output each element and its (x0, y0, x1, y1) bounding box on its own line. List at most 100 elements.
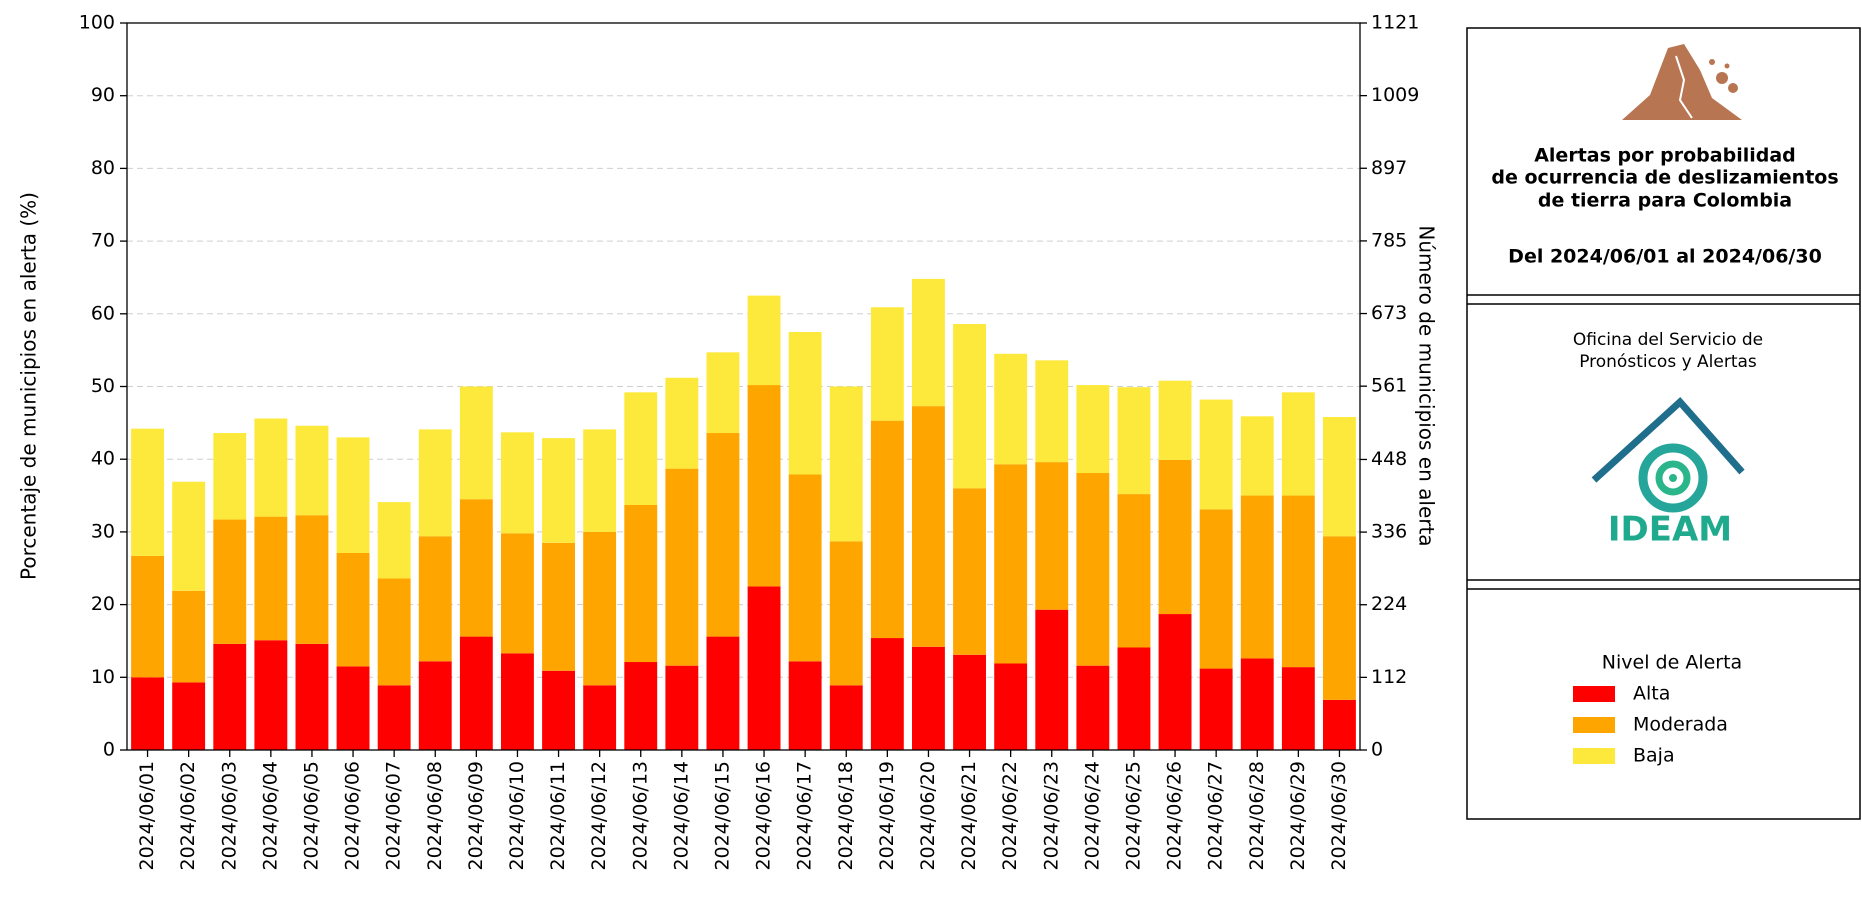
y2-tick-label: 336 (1371, 521, 1407, 543)
office-name: Pronósticos y Alertas (1579, 352, 1757, 372)
bar-segment (1240, 658, 1274, 750)
bar-segment (1035, 462, 1069, 610)
bar-segment (665, 665, 699, 750)
y2-tick-label: 673 (1371, 302, 1407, 324)
bar-segment (912, 646, 945, 750)
bar-segment (377, 502, 411, 579)
date-range: Del 2024/06/01 al 2024/06/30 (1508, 246, 1822, 268)
y-tick-label: 20 (91, 593, 115, 615)
bar-segment (870, 638, 904, 750)
panel-title: Alertas por probabilidad (1534, 145, 1796, 167)
x-tick-label: 2024/06/29 (1287, 761, 1309, 871)
bar-segment (1117, 494, 1151, 648)
bar-segment (829, 685, 863, 750)
bar-segment (1035, 360, 1069, 463)
bar-segment (1199, 509, 1233, 669)
panel-title: de ocurrencia de deslizamientos (1491, 167, 1838, 189)
y-tick-label: 70 (91, 230, 115, 252)
bar-segment (706, 433, 740, 637)
x-tick-label: 2024/06/11 (547, 761, 569, 871)
bar-segment (994, 464, 1028, 664)
panel-border (1466, 27, 1861, 820)
bar-segment (501, 432, 534, 534)
x-tick-label: 2024/06/13 (629, 761, 651, 871)
x-tick-label: 2024/06/16 (753, 761, 775, 871)
bar-segment (1281, 495, 1315, 668)
y2-axis-label: Número de municipios en alerta (1415, 225, 1439, 546)
y2-tick-label: 0 (1371, 739, 1383, 761)
bar-segment (912, 278, 945, 407)
bar-segment (870, 307, 904, 421)
y2-tick-label: 785 (1371, 229, 1407, 251)
bar-segment (336, 437, 370, 553)
y2-tick-label: 1121 (1371, 12, 1419, 34)
bar-segment (1323, 699, 1356, 750)
bar-segment (1076, 385, 1110, 474)
bar-segment (583, 429, 617, 532)
y-tick-label: 50 (91, 375, 115, 397)
x-tick-label: 2024/06/08 (424, 761, 446, 871)
y-tick-label: 30 (91, 520, 115, 542)
x-tick-label: 2024/06/12 (588, 761, 610, 871)
legend-swatch (1573, 748, 1615, 764)
plot-frame (126, 22, 1361, 751)
x-tick-label: 2024/06/27 (1205, 761, 1227, 871)
panel-title: de tierra para Colombia (1538, 190, 1792, 212)
bar-segment (624, 392, 658, 506)
x-tick-label: 2024/06/20 (917, 761, 939, 871)
bar-segment (254, 516, 288, 641)
bar-segment (788, 331, 822, 475)
bar-segment (747, 295, 781, 386)
bar-segment (1158, 380, 1192, 460)
bar-segment (131, 555, 164, 678)
x-tick-label: 2024/06/18 (835, 761, 857, 871)
x-tick-label: 2024/06/17 (794, 761, 816, 871)
bar-segment (1117, 387, 1151, 495)
bar-segment (994, 353, 1028, 465)
y2-tick-label: 1009 (1371, 84, 1419, 106)
y-tick-label: 100 (79, 12, 115, 34)
y2-tick-label: 448 (1371, 448, 1407, 470)
bar-segment (624, 505, 658, 663)
x-tick-label: 2024/06/14 (670, 761, 692, 871)
y-tick-label: 40 (91, 448, 115, 470)
bar-segment (213, 519, 247, 644)
bar-segment (542, 542, 575, 671)
bar-segment (706, 352, 740, 434)
bar-segment (953, 323, 986, 489)
bar-segment (1035, 609, 1069, 750)
y2-tick-label: 561 (1371, 375, 1407, 397)
bar-segment (213, 433, 247, 520)
y-tick-label: 10 (91, 666, 115, 688)
bar-segment (953, 488, 986, 655)
x-tick-label: 2024/06/26 (1164, 761, 1186, 871)
y-axis-label: Porcentaje de municipios en alerta (%) (17, 192, 41, 580)
bar-segment (377, 685, 411, 750)
info-panel: Alertas por probabilidad de ocurrencia d… (1466, 27, 1861, 820)
bar-segment (501, 653, 534, 750)
x-tick-label: 2024/06/15 (711, 761, 733, 871)
bar-segment (295, 643, 329, 750)
y-tick-label: 0 (103, 739, 115, 761)
bar-segment (377, 578, 411, 686)
bar-segment (1281, 667, 1315, 750)
bar-segment (295, 425, 329, 516)
bar-segment (1199, 668, 1233, 750)
bar-segment (1076, 473, 1110, 666)
bar-segment (501, 533, 534, 654)
x-tick-label: 2024/06/09 (465, 761, 487, 871)
legend-swatch (1573, 717, 1615, 733)
bar-segment (418, 661, 452, 750)
bar-segment (295, 515, 329, 644)
bar-segment (131, 677, 164, 750)
bar-segment (829, 541, 863, 686)
bar-segment (459, 499, 493, 637)
bar-segment (747, 586, 781, 750)
x-tick-label: 2024/06/25 (1122, 761, 1144, 871)
bar-segment (994, 663, 1028, 750)
x-tick-label: 2024/06/04 (259, 761, 281, 871)
bar-segment (665, 468, 699, 666)
bar-segment (459, 636, 493, 750)
bar-segment (1076, 665, 1110, 750)
